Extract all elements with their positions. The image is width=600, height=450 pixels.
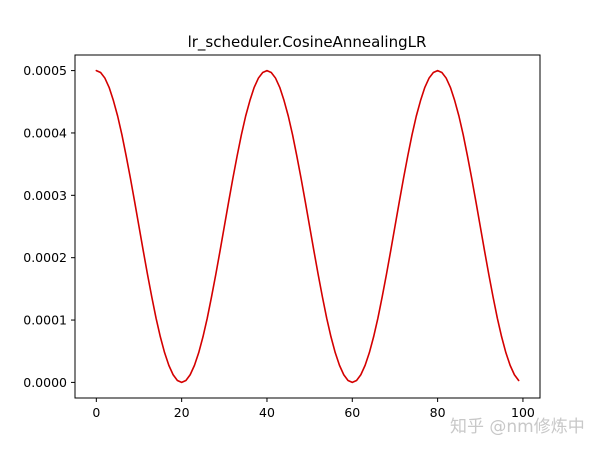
chart-title: lr_scheduler.CosineAnnealingLR (188, 33, 427, 52)
y-tick-label: 0.0005 (23, 63, 67, 78)
x-axis: 0 20 40 60 80 100 (92, 398, 535, 420)
y-tick-label: 0.0002 (23, 250, 67, 265)
y-tick-label: 0.0000 (23, 375, 67, 390)
y-axis: 0.0000 0.0001 0.0002 0.0003 0.0004 0.0005 (23, 63, 75, 390)
plot-frame (74, 54, 541, 399)
series-layer (95, 69, 520, 384)
y-tick-label: 0.0003 (23, 188, 67, 203)
x-tick-label: 80 (430, 405, 446, 420)
x-tick-label: 0 (92, 405, 100, 420)
watermark: 知乎 @nm修炼中 (450, 417, 585, 437)
plot-area: 0 20 40 60 80 100 0.00000.00010.00020.00030.0… (23, 54, 541, 420)
x-tick-label: 60 (344, 405, 360, 420)
series-line-0 (95, 69, 520, 384)
y-tick-label: 0.0004 (23, 125, 67, 140)
x-tick-label: 40 (259, 405, 275, 420)
x-tick-label: 100 (511, 405, 535, 420)
x-tick-label: 20 (174, 405, 190, 420)
y-tick-label: 0.0001 (23, 313, 67, 328)
